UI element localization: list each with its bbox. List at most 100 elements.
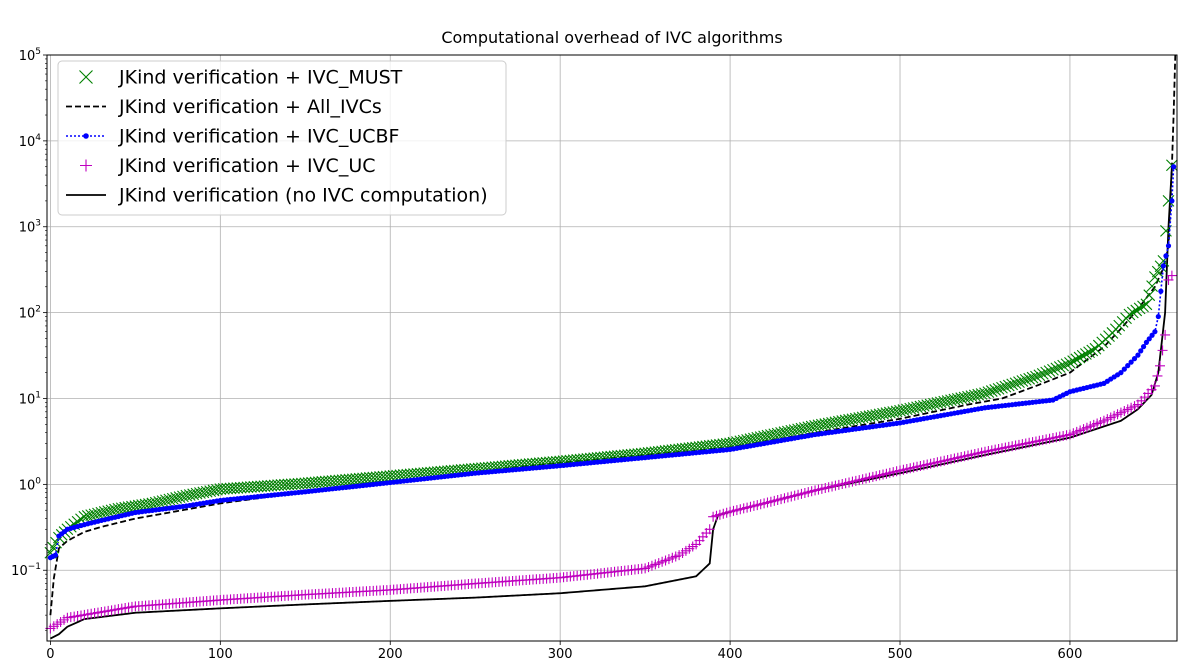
data-point bbox=[1155, 313, 1161, 320]
data-point bbox=[934, 396, 947, 409]
data-point bbox=[761, 429, 774, 442]
data-point bbox=[951, 392, 964, 405]
y-tick-label: 10−1 bbox=[11, 562, 41, 579]
data-point bbox=[1126, 306, 1139, 319]
data-point bbox=[1149, 332, 1155, 338]
data-point bbox=[88, 508, 101, 521]
data-point bbox=[992, 382, 1005, 395]
data-point bbox=[166, 492, 179, 505]
data-point bbox=[968, 389, 981, 402]
data-point bbox=[1165, 243, 1172, 249]
data-point bbox=[771, 427, 784, 440]
data-point bbox=[792, 423, 804, 436]
data-point bbox=[1158, 288, 1164, 294]
data-point bbox=[1086, 344, 1099, 357]
data-point bbox=[92, 507, 104, 520]
data-point bbox=[1050, 362, 1063, 375]
data-point bbox=[989, 384, 1002, 396]
data-point bbox=[85, 509, 98, 522]
data-point bbox=[758, 430, 770, 443]
data-point bbox=[1160, 329, 1171, 340]
data-point bbox=[1036, 367, 1049, 380]
data-point bbox=[795, 422, 808, 435]
data-point bbox=[1152, 329, 1158, 335]
data-point bbox=[999, 380, 1012, 393]
data-point bbox=[1155, 360, 1166, 371]
data-point bbox=[917, 399, 930, 412]
data-point bbox=[1149, 380, 1160, 391]
data-point bbox=[1166, 270, 1177, 281]
data-point bbox=[965, 390, 978, 402]
data-point bbox=[897, 404, 910, 416]
data-point bbox=[931, 397, 944, 409]
data-point bbox=[1125, 363, 1131, 369]
data-point bbox=[160, 494, 172, 507]
data-point bbox=[1152, 370, 1163, 381]
data-point bbox=[924, 398, 937, 411]
data-point bbox=[1057, 359, 1070, 372]
data-point bbox=[1143, 339, 1150, 345]
data-point bbox=[1162, 195, 1175, 207]
data-point bbox=[1060, 358, 1073, 371]
data-point bbox=[1171, 164, 1177, 170]
data-point bbox=[948, 393, 961, 406]
legend-handle bbox=[80, 159, 92, 172]
data-point bbox=[928, 397, 940, 410]
data-point bbox=[1140, 344, 1147, 350]
data-point bbox=[81, 510, 94, 522]
data-point bbox=[1146, 280, 1158, 292]
data-point bbox=[1067, 355, 1080, 367]
data-point bbox=[1006, 378, 1019, 391]
data-point bbox=[1137, 300, 1149, 313]
chart-title: Computational overhead of IVC algorithms bbox=[441, 28, 782, 47]
data-point bbox=[1073, 351, 1086, 364]
y-tick-label: 105 bbox=[19, 47, 41, 64]
data-point bbox=[894, 404, 906, 417]
x-tick-label: 0 bbox=[46, 647, 54, 662]
data-point bbox=[914, 400, 927, 413]
data-point bbox=[764, 429, 777, 441]
data-point bbox=[1131, 356, 1138, 362]
data-point bbox=[962, 390, 974, 403]
data-point bbox=[1076, 349, 1089, 362]
data-point bbox=[785, 424, 798, 437]
data-point bbox=[1026, 371, 1039, 384]
data-point bbox=[775, 426, 787, 439]
legend: JKind verification + IVC_MUST JKind verif… bbox=[57, 60, 507, 216]
data-point bbox=[78, 510, 91, 523]
data-point bbox=[1130, 304, 1143, 317]
x-tick-label: 200 bbox=[378, 647, 403, 662]
data-point bbox=[1019, 374, 1032, 386]
data-point bbox=[941, 395, 954, 407]
y-tick-label: 103 bbox=[19, 219, 41, 236]
data-point bbox=[1040, 366, 1053, 379]
data-point bbox=[1013, 376, 1025, 389]
legend-handle bbox=[79, 70, 93, 84]
data-point bbox=[938, 395, 951, 408]
data-point bbox=[704, 524, 715, 535]
legend-label: JKind verification + IVC_UC bbox=[118, 155, 376, 177]
data-point bbox=[1149, 271, 1161, 283]
data-point bbox=[958, 391, 971, 404]
plot-frame bbox=[46, 54, 1178, 642]
data-point bbox=[1140, 298, 1153, 311]
data-point bbox=[149, 496, 162, 509]
data-point bbox=[985, 385, 998, 397]
legend-label: JKind verification (no IVC computation) bbox=[118, 185, 488, 207]
data-point bbox=[1143, 289, 1156, 302]
x-tick-label: 400 bbox=[718, 647, 743, 662]
data-point bbox=[911, 401, 923, 414]
data-point bbox=[1133, 302, 1146, 315]
data-point bbox=[102, 505, 115, 518]
data-point bbox=[788, 424, 801, 436]
data-point bbox=[1138, 348, 1144, 354]
x-tick-label: 300 bbox=[548, 647, 573, 662]
data-point bbox=[781, 425, 794, 438]
data-point bbox=[955, 392, 968, 405]
axis-layer: 0 100 200 300 400 500 600 10−1 100 101 102 103 104 10… bbox=[11, 47, 1082, 662]
data-point bbox=[982, 386, 995, 399]
y-tick-label: 100 bbox=[19, 476, 42, 493]
series-0 bbox=[44, 159, 1178, 559]
data-point bbox=[52, 552, 59, 558]
